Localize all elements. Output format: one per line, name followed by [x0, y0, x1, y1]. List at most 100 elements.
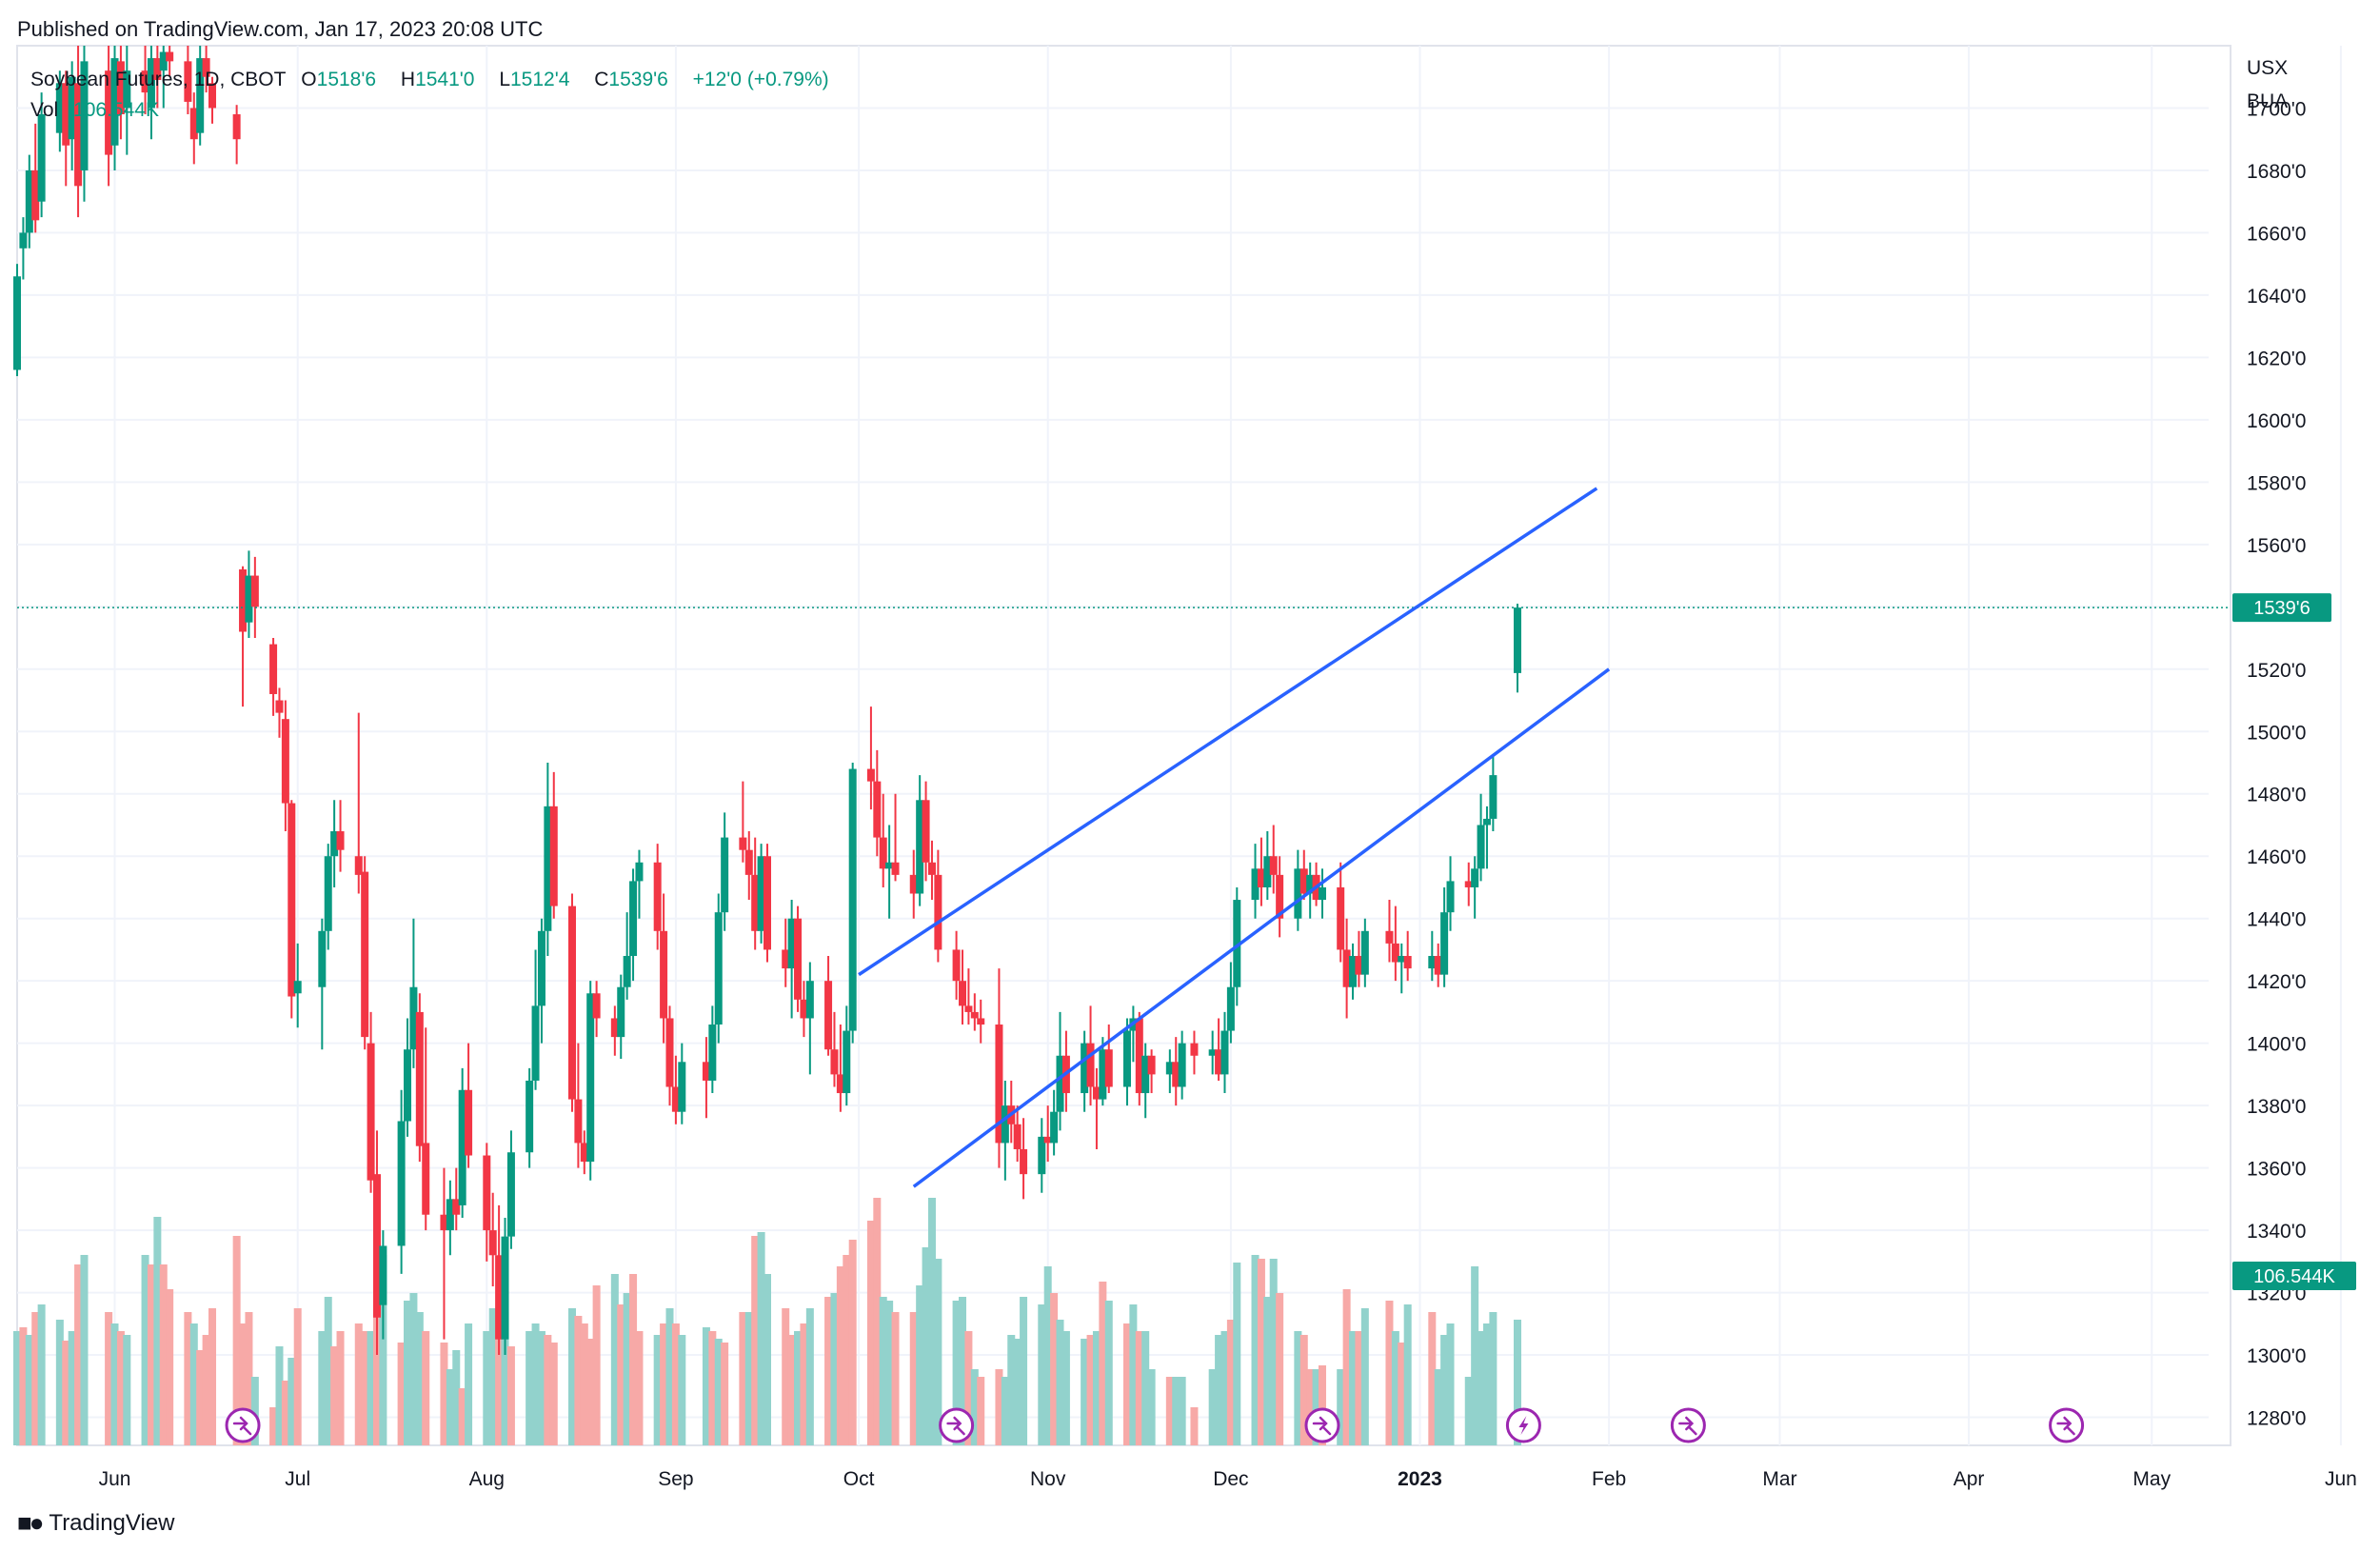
- candle-body: [354, 856, 363, 875]
- candle-body: [757, 856, 765, 931]
- candle-body: [934, 874, 942, 950]
- volume-bar: [1061, 1331, 1070, 1445]
- candle-body: [361, 871, 369, 1038]
- candle-body: [13, 276, 21, 370]
- volume-bar: [739, 1312, 747, 1445]
- candle-body: [1104, 1049, 1113, 1087]
- volume-bar: [744, 1312, 753, 1445]
- candle-body: [1294, 868, 1302, 919]
- candle-body: [764, 856, 771, 950]
- trend-lines[interactable]: [17, 487, 2228, 1188]
- volume-bar: [250, 1377, 259, 1445]
- volume-bar: [55, 1320, 64, 1445]
- volume-bar: [1129, 1304, 1138, 1445]
- volume-bar: [446, 1369, 454, 1445]
- volume-bar: [617, 1304, 625, 1445]
- footer[interactable]: ■● TradingView: [17, 1508, 175, 1538]
- time-tick-label: Jun: [2325, 1468, 2357, 1490]
- volume-bar: [1514, 1320, 1521, 1445]
- candle-body: [330, 831, 339, 857]
- trend-line-channel-upper[interactable]: [858, 487, 1598, 977]
- candle-body: [959, 981, 967, 1006]
- price-axis[interactable]: 1280'01300'01320'01340'01360'01380'01400…: [2247, 57, 2306, 1430]
- dividend-event-icon[interactable]: [939, 1407, 975, 1443]
- price-tick-label: 1480'0: [2247, 785, 2306, 806]
- volume-bar: [1092, 1331, 1101, 1445]
- candle-body: [1464, 881, 1473, 887]
- candle-body: [19, 232, 28, 249]
- candle-body: [1428, 955, 1437, 969]
- volume-label[interactable]: Vol: [30, 99, 59, 121]
- currency-label[interactable]: USX: [2247, 57, 2288, 79]
- volume-bar: [1428, 1312, 1437, 1445]
- candle-body: [239, 569, 248, 632]
- candle-body: [196, 58, 205, 133]
- volume-bar: [74, 1264, 83, 1445]
- volume-bar: [19, 1327, 28, 1445]
- volume-bar: [977, 1377, 985, 1445]
- candle-body: [281, 719, 289, 804]
- candle-body: [744, 849, 753, 875]
- candle-body: [848, 768, 857, 1031]
- unit-label[interactable]: BUA: [2247, 90, 2288, 112]
- candle-body: [1081, 1043, 1089, 1094]
- candle-body: [714, 912, 723, 1025]
- candle-body: [275, 700, 284, 713]
- earnings-event-icon[interactable]: [1505, 1407, 1541, 1443]
- volume-bar: [1081, 1339, 1089, 1445]
- volume-bar: [465, 1323, 473, 1445]
- volume-bar: [1190, 1407, 1199, 1445]
- event-markers[interactable]: [225, 1407, 2085, 1443]
- candle-body: [1001, 1105, 1009, 1144]
- dividend-event-icon[interactable]: [225, 1407, 261, 1443]
- legend-volume-row: Vol 106.544K: [30, 95, 839, 126]
- candle-body: [1050, 1111, 1059, 1144]
- candle-body: [147, 58, 155, 109]
- volume-bar: [110, 1323, 119, 1445]
- candle-body: [873, 781, 882, 838]
- candle-body: [1122, 1030, 1131, 1087]
- price-tick-label: 1660'0: [2247, 223, 2306, 245]
- volume-bar: [62, 1341, 70, 1445]
- volume-bar: [25, 1335, 33, 1445]
- volume-bar: [708, 1331, 717, 1445]
- time-tick-label: Jul: [285, 1468, 310, 1490]
- candle-body: [404, 1049, 412, 1122]
- volume-bar: [1312, 1369, 1320, 1445]
- volume-bar: [1104, 1301, 1113, 1445]
- dividend-event-icon[interactable]: [2049, 1407, 2085, 1443]
- candle-body: [488, 1230, 497, 1256]
- candle-body: [586, 993, 595, 1163]
- volume-bar: [361, 1331, 369, 1445]
- price-tick-label: 1620'0: [2247, 348, 2306, 369]
- volume-bar: [184, 1312, 192, 1445]
- candle-body: [1020, 1148, 1028, 1175]
- candle-body: [288, 803, 296, 997]
- volume-bar: [372, 1304, 381, 1445]
- candle-body: [465, 1089, 473, 1156]
- volume-bar: [995, 1369, 1003, 1445]
- volume-bar: [330, 1346, 339, 1445]
- candle-body: [1233, 900, 1241, 987]
- volume-bar: [848, 1240, 857, 1445]
- volume-bar: [1391, 1331, 1399, 1445]
- candle-body: [891, 862, 900, 875]
- dividend-event-icon[interactable]: [1670, 1407, 1706, 1443]
- dividend-event-icon[interactable]: [1304, 1407, 1340, 1443]
- candle-body: [1147, 1055, 1156, 1075]
- time-axis[interactable]: Jun Jul Aug Sep Oct Nov Dec 2023 Feb Mar Apr May Jun: [99, 1468, 2357, 1490]
- volume-bar: [764, 1274, 771, 1445]
- price-tick-label: 1500'0: [2247, 722, 2306, 744]
- candle-body: [580, 1143, 588, 1163]
- candle-body: [141, 70, 149, 93]
- volume-bar: [506, 1346, 515, 1445]
- trend-line-channel-lower[interactable]: [912, 667, 1611, 1188]
- candle-body: [458, 1089, 466, 1205]
- candle-body: [952, 949, 961, 982]
- last-price-tag: 1539'6: [2232, 593, 2331, 623]
- candle-body: [805, 981, 814, 1019]
- volume-bar: [1294, 1331, 1302, 1445]
- price-tick-label: 1640'0: [2247, 286, 2306, 308]
- symbol-title[interactable]: Soybean Futures, 1D, CBOT: [30, 69, 287, 90]
